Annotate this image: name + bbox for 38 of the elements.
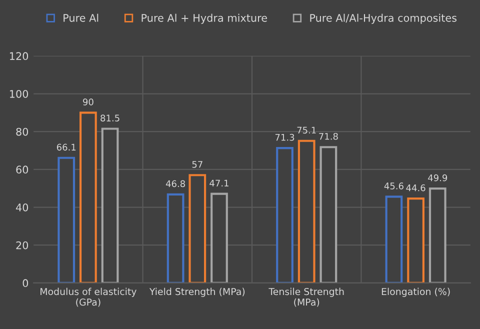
bar [58,156,76,283]
data-label: 75.1 [297,126,316,134]
bar [101,128,119,283]
data-label: 44.6 [406,184,426,192]
bar [188,174,206,283]
x-tick-label: Yield Strength (MPa) [149,288,245,297]
bar [385,196,403,283]
y-tick-label: 40 [16,203,28,212]
x-tick-label: Elongation (%) [382,288,450,297]
data-label: 71.8 [319,132,338,140]
data-label: 49.9 [428,174,448,182]
y-tick-label: 60 [16,166,28,174]
bar [298,140,316,283]
data-label: 46.8 [166,180,185,188]
y-tick-label: 80 [16,128,28,136]
data-label: 45.6 [384,182,404,190]
y-tick-label: 100 [10,90,28,98]
data-label: 81.5 [100,114,120,122]
legend-label: Pure Al [64,14,98,22]
data-label: 71.3 [275,134,294,141]
bar [166,193,184,283]
y-tick-label: 0 [22,279,28,288]
y-tick-label: 120 [10,52,28,60]
bar [210,192,228,283]
x-tick-label: Modulus of elasticity (GPa) [40,288,136,307]
bar [407,198,424,283]
bar [276,147,294,283]
bar [80,112,97,283]
legend-label: Pure Al + Hydra mixture [142,14,267,24]
bar [428,187,446,283]
bar [320,146,338,283]
data-label: 57 [192,161,202,168]
y-tick-label: 20 [16,241,28,250]
data-label: 90 [83,98,94,106]
data-label: 66.1 [56,144,76,151]
data-label: 47.1 [210,180,228,186]
x-tick-label: Tensile Strength (MPa) [268,288,344,307]
legend-label: Pure Al/Al-Hydra composites [310,14,457,24]
